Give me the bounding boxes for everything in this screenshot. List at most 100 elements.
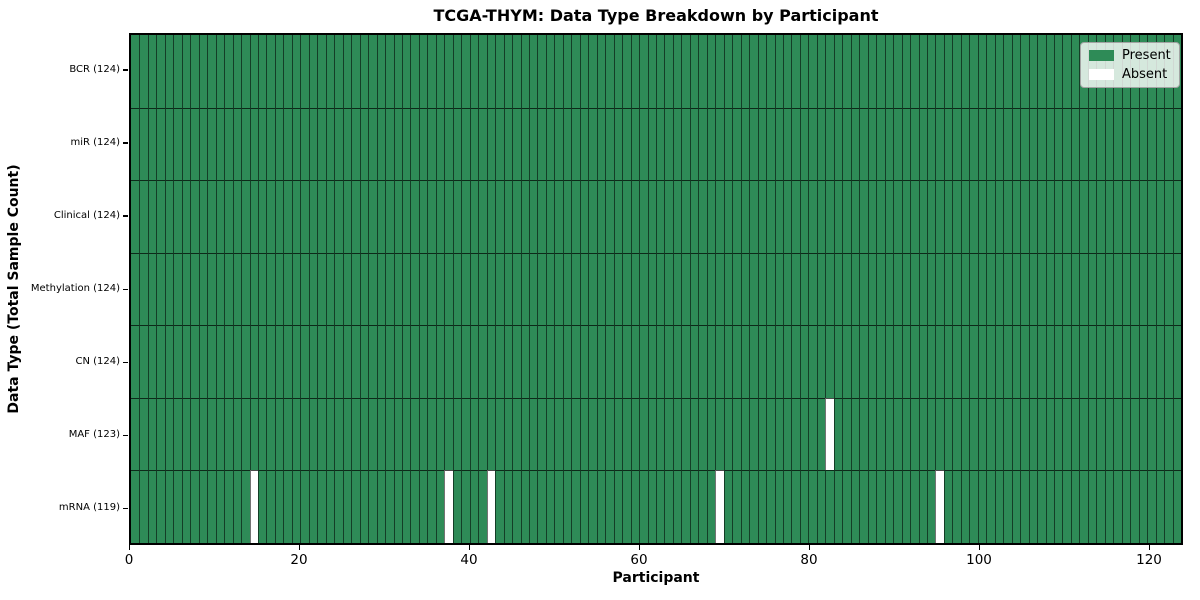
heatmap-cell xyxy=(910,470,919,543)
heatmap-cell xyxy=(977,470,987,543)
heatmap-cell xyxy=(1070,325,1080,398)
heatmap-cell xyxy=(893,107,902,181)
heatmap-cell xyxy=(884,35,894,108)
heatmap-cell xyxy=(647,397,656,471)
heatmap-cell xyxy=(969,397,978,471)
heatmap-cell xyxy=(1104,252,1114,326)
heatmap-cell xyxy=(859,107,868,181)
heatmap-cell-absent xyxy=(715,470,724,543)
heatmap-cell xyxy=(740,252,750,326)
heatmap-cell xyxy=(605,325,614,398)
heatmap-cell xyxy=(732,107,741,181)
heatmap-cell xyxy=(910,325,919,398)
heatmap-cell xyxy=(317,325,326,398)
heatmap-cell xyxy=(647,252,656,326)
heatmap-cell xyxy=(249,397,259,471)
heatmap-cell xyxy=(732,325,741,398)
heatmap-cell xyxy=(723,107,733,181)
heatmap-cell xyxy=(342,470,352,543)
heatmap-cell xyxy=(418,470,428,543)
heatmap-cell xyxy=(215,252,225,326)
heatmap-cell xyxy=(1113,397,1122,471)
heatmap-cell xyxy=(139,35,148,108)
heatmap-cell xyxy=(1130,470,1139,543)
heatmap-cell xyxy=(816,252,826,326)
heatmap-cell xyxy=(215,180,225,253)
heatmap-cell xyxy=(816,470,826,543)
heatmap-cell-absent xyxy=(249,470,259,543)
heatmap-cell xyxy=(452,397,462,471)
heatmap-cell xyxy=(1130,252,1139,326)
heatmap-cell xyxy=(1164,325,1173,398)
heatmap-cell xyxy=(783,252,792,326)
x-tick-mark xyxy=(468,545,470,550)
heatmap-cell xyxy=(1020,325,1029,398)
heatmap-cell xyxy=(833,180,843,253)
heatmap-cell xyxy=(342,252,352,326)
heatmap-cell xyxy=(698,180,707,253)
heatmap-cell xyxy=(461,107,470,181)
heatmap-cell xyxy=(893,35,902,108)
heatmap-cell xyxy=(698,397,707,471)
heatmap-cell xyxy=(681,325,690,398)
heatmap-cell xyxy=(1053,107,1063,181)
heatmap-cell xyxy=(224,470,233,543)
heatmap-cell xyxy=(1062,180,1071,253)
heatmap-cell xyxy=(884,252,894,326)
heatmap-cell xyxy=(545,252,555,326)
heatmap-cell xyxy=(207,35,216,108)
heatmap-cell xyxy=(749,35,758,108)
heatmap-cell xyxy=(181,252,191,326)
heatmap-cell xyxy=(512,180,521,253)
heatmap-cell xyxy=(283,35,292,108)
heatmap-cell xyxy=(850,252,860,326)
heatmap-cell xyxy=(901,397,911,471)
heatmap-cell xyxy=(579,107,589,181)
heatmap-cell xyxy=(969,35,978,108)
heatmap-cell xyxy=(351,470,360,543)
heatmap-cell xyxy=(368,180,377,253)
heatmap-cell xyxy=(681,35,690,108)
heatmap-cell xyxy=(1104,107,1114,181)
heatmap-cell xyxy=(639,397,648,471)
heatmap-cell xyxy=(385,180,394,253)
heatmap-cell xyxy=(147,325,157,398)
heatmap-cell xyxy=(359,252,369,326)
heatmap-cell xyxy=(1028,180,1038,253)
heatmap-cell xyxy=(791,35,800,108)
heatmap-cell xyxy=(224,325,233,398)
heatmap-cell xyxy=(461,397,470,471)
heatmap-cell xyxy=(757,397,767,471)
heatmap-cell xyxy=(1121,107,1131,181)
heatmap-cell xyxy=(740,325,750,398)
heatmap-cell xyxy=(994,252,1004,326)
heatmap-cell xyxy=(283,470,292,543)
heatmap-cell xyxy=(291,397,301,471)
heatmap-cell xyxy=(368,397,377,471)
heatmap-cell xyxy=(503,35,513,108)
heatmap-cell xyxy=(664,35,673,108)
heatmap-cell xyxy=(656,470,665,543)
heatmap-cell xyxy=(317,35,326,108)
heatmap-cell xyxy=(545,107,555,181)
heatmap-cell xyxy=(376,180,386,253)
heatmap-cell xyxy=(596,107,606,181)
heatmap-cell xyxy=(486,252,496,326)
heatmap-cell xyxy=(647,35,656,108)
heatmap-cell xyxy=(198,252,208,326)
heatmap-cell xyxy=(359,325,369,398)
heatmap-cell xyxy=(698,325,707,398)
heatmap-cell xyxy=(258,107,267,181)
heatmap-cell xyxy=(376,397,386,471)
heatmap-cell xyxy=(791,397,800,471)
heatmap-cell xyxy=(977,180,987,253)
heatmap-cell xyxy=(630,35,640,108)
heatmap-cell xyxy=(147,107,157,181)
heatmap-cell xyxy=(520,180,529,253)
heatmap-cell xyxy=(1037,180,1046,253)
heatmap-cell xyxy=(850,397,860,471)
heatmap-cell xyxy=(554,35,563,108)
heatmap-cell xyxy=(808,35,817,108)
heatmap-cell xyxy=(486,325,496,398)
heatmap-cell xyxy=(791,180,800,253)
